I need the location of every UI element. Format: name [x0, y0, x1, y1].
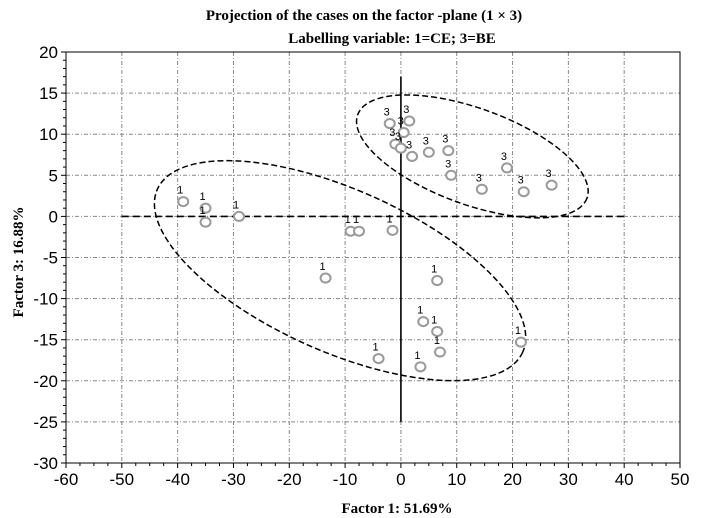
data-point: [386, 224, 399, 236]
point-label: 3: [442, 134, 448, 146]
point-label: 1: [414, 350, 420, 362]
point-label: 3: [423, 135, 429, 147]
data-point: [353, 225, 366, 237]
x-tick-label: -40: [165, 470, 190, 489]
point-label: 3: [389, 127, 395, 139]
x-tick-label: 40: [615, 470, 634, 489]
point-label: 1: [431, 264, 437, 276]
data-point: [545, 179, 558, 191]
data-point: [414, 361, 427, 373]
data-point: [199, 216, 212, 228]
x-tick-label: 20: [503, 470, 522, 489]
point-label: 3: [476, 172, 482, 184]
chart-title: Projection of the cases on the factor -p…: [206, 8, 522, 24]
x-tick-label: -60: [54, 470, 79, 489]
data-point: [319, 272, 332, 284]
point-label: 1: [373, 342, 379, 354]
y-tick-label: -20: [33, 372, 58, 391]
data-point: [433, 346, 446, 358]
point-label: 3: [501, 151, 507, 163]
point-label: 1: [353, 214, 359, 226]
data-point: [500, 162, 513, 174]
chart-subtitle: Labelling variable: 1=CE; 3=BE: [288, 31, 496, 47]
point-label: 3: [403, 104, 409, 116]
data-point: [417, 316, 430, 328]
point-label: 3: [518, 175, 524, 187]
data-point: [383, 118, 396, 130]
y-tick-label: -15: [33, 331, 58, 350]
y-tick-label: -5: [43, 249, 58, 268]
y-tick-label: 20: [39, 43, 58, 62]
grid: [66, 52, 680, 463]
data-point: [394, 142, 407, 154]
x-tick-label: 10: [447, 470, 466, 489]
data-point: [475, 183, 488, 195]
point-label: 1: [233, 199, 239, 211]
y-axis-title: Factor 3: 16.88%: [11, 207, 27, 318]
data-point: [372, 353, 385, 365]
data-point: [514, 336, 527, 348]
ellipse-group-3: [355, 94, 589, 219]
data-point: [445, 169, 458, 181]
data-point: [199, 202, 212, 214]
y-tick-label: 10: [39, 125, 58, 144]
point-label: 3: [398, 116, 404, 128]
reference-lines: [121, 76, 625, 422]
y-tick-label: 5: [49, 166, 58, 185]
point-label: 3: [395, 131, 401, 143]
point-label: 1: [431, 314, 437, 326]
point-label: 1: [319, 261, 325, 273]
point-label: 1: [199, 205, 205, 217]
point-label: 1: [177, 185, 183, 197]
x-tick-label: -10: [333, 470, 358, 489]
data-point: [406, 150, 419, 162]
point-label: 3: [384, 107, 390, 119]
point-label: 1: [515, 325, 521, 337]
y-tick-label: -30: [33, 454, 58, 473]
data-point: [177, 196, 190, 208]
point-label: 1: [345, 214, 351, 226]
data-point: [431, 325, 444, 337]
y-tick-label: -25: [33, 413, 58, 432]
y-tick-label: -10: [33, 290, 58, 309]
point-label: 1: [386, 213, 392, 225]
data-point: [397, 127, 410, 139]
ellipse-group-1: [153, 159, 527, 382]
point-label: 3: [445, 158, 451, 170]
x-tick-label: -50: [110, 470, 135, 489]
point-label: 3: [546, 168, 552, 180]
point-label: 1: [434, 335, 440, 347]
confidence-ellipses: [153, 94, 589, 382]
data-point: [422, 146, 435, 158]
data-point: [233, 210, 246, 222]
data-point: [431, 275, 444, 287]
x-axis-title: Factor 1: 51.69%: [342, 501, 453, 517]
y-tick-label: 15: [39, 84, 58, 103]
data-point: [442, 145, 455, 157]
data-point: [403, 115, 416, 127]
x-tick-label: 30: [559, 470, 578, 489]
x-tick-label: 0: [396, 470, 405, 489]
y-tick-label: 0: [49, 207, 58, 226]
x-tick-label: 50: [671, 470, 690, 489]
data-point: [517, 186, 530, 198]
x-tick-label: -30: [221, 470, 246, 489]
axis-ticks: -60 -50 -40 -30 -20 -10 0 10 20 30 40 5020151050-5-…: [33, 43, 689, 489]
point-label: 1: [417, 305, 423, 317]
point-label: 1: [199, 191, 205, 203]
point-label: 3: [406, 139, 412, 151]
x-tick-label: -20: [277, 470, 302, 489]
